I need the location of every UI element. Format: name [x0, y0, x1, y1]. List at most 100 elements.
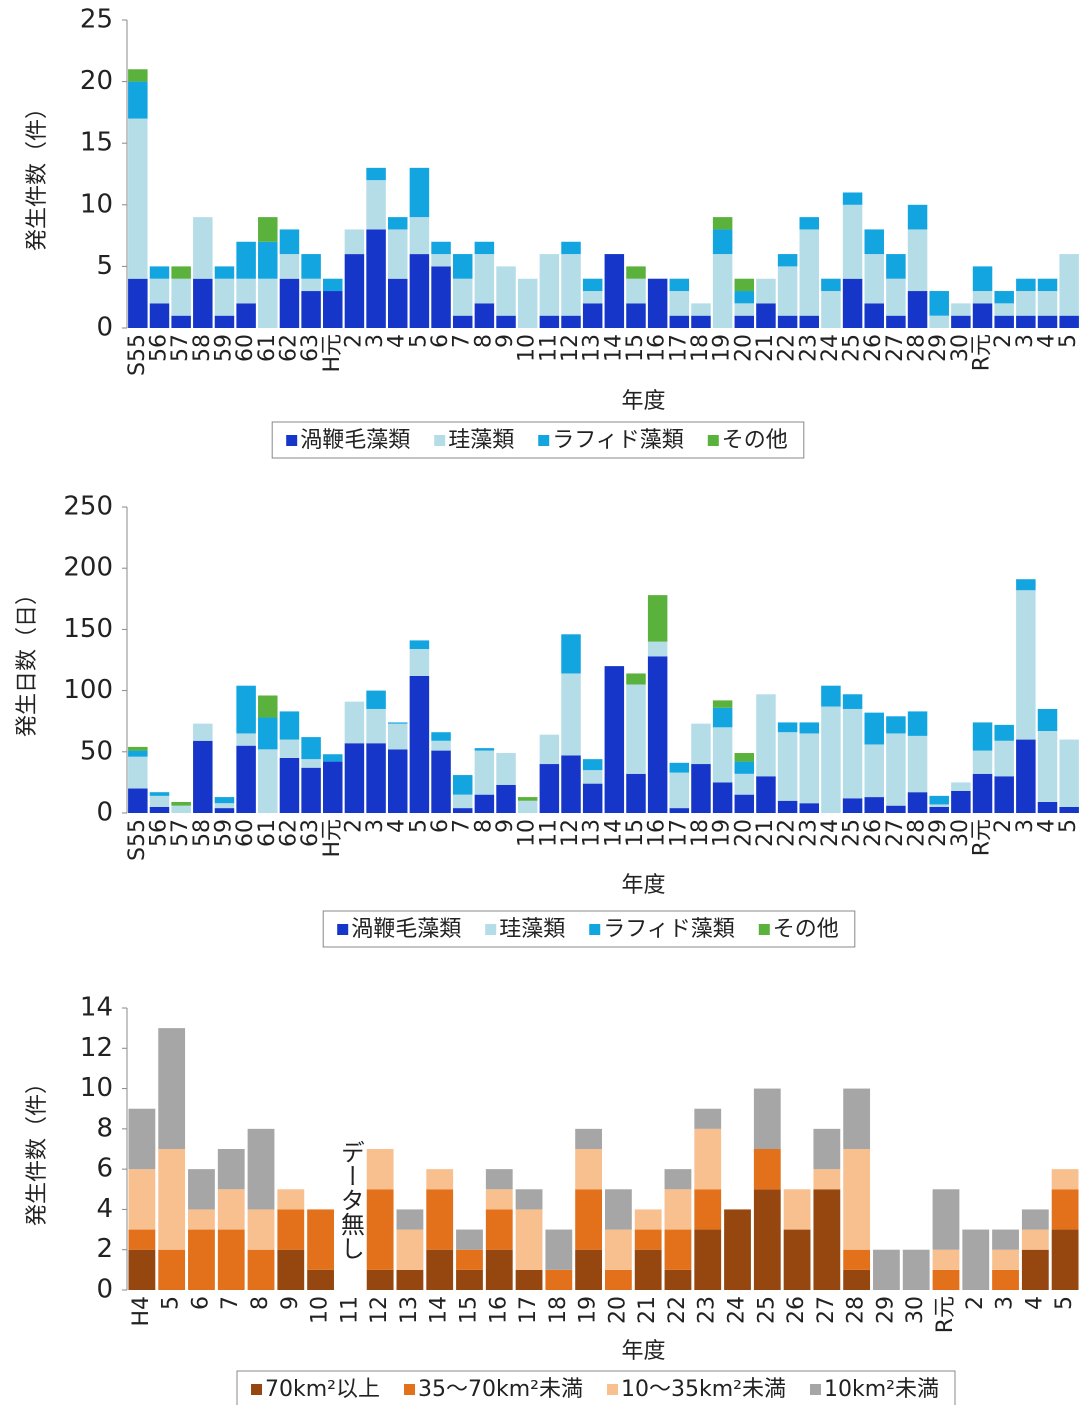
bar-segment [279, 229, 300, 255]
bar-segment [734, 761, 755, 774]
bar-segment [604, 1229, 632, 1270]
x-tick-label: 6 [188, 1296, 213, 1310]
bar-segment [669, 291, 690, 316]
bar-segment [777, 266, 798, 316]
bar-segment [994, 291, 1014, 304]
bar-segment [485, 1169, 513, 1190]
bar-segment [366, 1269, 394, 1290]
x-tick-label: 10 [308, 1296, 333, 1324]
x-tick-label: 24 [725, 1296, 750, 1324]
bar-segment [626, 303, 646, 328]
bar-segment [734, 303, 755, 316]
x-tick-label: 19 [576, 1296, 601, 1324]
y-axis-label: 発生件数（件） [25, 97, 50, 251]
bar-segment [515, 1189, 543, 1210]
bar-segment [128, 118, 148, 279]
bar-segment [694, 1229, 722, 1290]
bar-segment [236, 278, 256, 304]
bar-segment [517, 278, 538, 328]
bar-segment [756, 278, 776, 304]
x-tick-label: 61 [255, 334, 280, 362]
bar-segment [1016, 291, 1036, 316]
bar-segment [1059, 806, 1079, 813]
bar-segment [214, 808, 235, 813]
x-tick-label: 24 [818, 819, 843, 847]
x-tick-label: 58 [190, 819, 215, 847]
bar-segment [886, 716, 906, 734]
y-tick-label: 25 [80, 5, 113, 35]
bar-segment [753, 1088, 781, 1149]
bar-segment [431, 254, 451, 267]
bar-segment [217, 1149, 245, 1190]
bar-segment [647, 641, 668, 657]
x-tick-label: 25 [754, 1296, 779, 1324]
x-tick-label: 6 [428, 819, 453, 833]
x-tick-label: 23 [796, 819, 821, 847]
bar-segment [171, 315, 191, 328]
bar-segment [1021, 1249, 1049, 1290]
y-axis-label: 発生件数（件） [25, 1072, 50, 1226]
bar-segment [214, 315, 235, 328]
x-tick-label: 2 [341, 819, 366, 833]
bar-segment [1037, 801, 1058, 813]
bar-segment [972, 266, 993, 292]
x-tick-label: 10 [515, 334, 540, 362]
y-tick-label: 15 [80, 128, 113, 158]
bar-segment [799, 803, 820, 813]
bar-segment [843, 1269, 871, 1290]
bar-segment [474, 748, 495, 751]
x-tick-label: 13 [397, 1296, 422, 1324]
bar-segment [387, 749, 408, 813]
bar-segment [929, 804, 949, 807]
bar-segment [582, 770, 603, 784]
bar-segment [777, 254, 798, 267]
bar-segment [277, 1209, 305, 1250]
bar-segment [907, 291, 928, 328]
x-tick-label: 57 [168, 819, 193, 847]
bar-segment [886, 805, 906, 813]
x-axis-label: 年度 [621, 873, 665, 898]
bar-segment [907, 792, 928, 813]
bar-segment [669, 808, 690, 813]
bar-segment [647, 595, 668, 642]
bar-segment [171, 805, 191, 813]
bar-segment [193, 217, 213, 279]
bar-segment [366, 229, 386, 328]
bar-segment [128, 1169, 156, 1230]
bar-segment [128, 1249, 156, 1290]
bar-segment [236, 303, 256, 328]
bar-segment [582, 759, 603, 771]
legend-swatch [286, 435, 298, 446]
x-tick-label: 29 [926, 819, 951, 847]
x-tick-label: 61 [255, 819, 280, 847]
bar-segment [279, 254, 300, 279]
bar-segment [712, 700, 733, 708]
bar-segment [1051, 1189, 1079, 1230]
bar-segment [972, 722, 993, 751]
bar-segment [691, 764, 711, 813]
bar-segment [561, 673, 581, 756]
x-tick-label: 57 [168, 334, 193, 362]
bar-segment [396, 1209, 424, 1230]
x-tick-label: 13 [580, 334, 605, 362]
bar-segment [864, 254, 884, 304]
bar-segment [485, 1209, 513, 1250]
legend-label: 珪藻類 [448, 428, 514, 453]
legend-label: ラフィド藻類 [552, 428, 684, 453]
bar-segment [1016, 278, 1036, 292]
x-tick-label: 10 [515, 819, 540, 847]
x-tick-label: 29 [926, 334, 951, 362]
bar-segment [409, 648, 430, 676]
bar-segment [474, 303, 495, 328]
x-tick-label: 59 [211, 334, 236, 362]
x-tick-label: 5 [1052, 1296, 1077, 1310]
legend-label: 珪藻類 [499, 917, 565, 942]
bar-segment [171, 801, 191, 806]
bar-segment [669, 278, 690, 292]
bar-segment [951, 790, 971, 813]
bar-segment [409, 217, 430, 255]
bar-segment [842, 708, 863, 799]
bar-segment [821, 685, 841, 707]
x-tick-label: 11 [536, 334, 561, 362]
bar-segment [279, 711, 300, 740]
